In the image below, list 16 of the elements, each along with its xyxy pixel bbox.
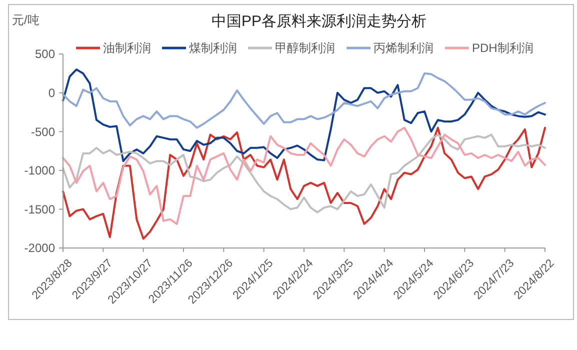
y-tick-label: -1500 [24,202,56,216]
legend-label: 油制利润 [103,41,151,56]
legend-label: 甲醇制利润 [275,41,335,56]
y-tick-label: -1000 [24,164,56,178]
y-tick-label: 0 [48,86,56,100]
legend-label: PDH制利润 [472,41,534,56]
line-series [62,68,546,162]
line-series [62,72,546,129]
line-series [62,134,546,214]
chart-title: 中国PP各原料来源利润走势分析 [211,13,427,30]
y-tick-label: 500 [34,47,56,62]
legend-label: 煤制利润 [189,41,237,56]
legend-label: 丙烯制利润 [374,41,434,56]
y-tick-label: -2000 [24,241,56,256]
y-axis-title: 元/吨 [12,13,40,27]
y-tick-label: -500 [30,124,56,139]
